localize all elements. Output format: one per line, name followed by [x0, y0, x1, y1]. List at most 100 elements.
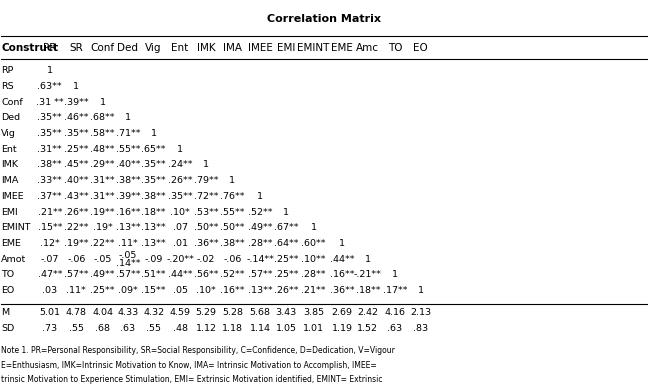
Text: IMEE: IMEE [248, 43, 273, 53]
Text: .35**: .35** [141, 161, 166, 169]
Text: .49**: .49** [248, 223, 272, 232]
Text: Note 1. PR=Personal Responsibility, SR=Social Responsibility, C=Confidence, D=De: Note 1. PR=Personal Responsibility, SR=S… [1, 346, 395, 355]
Text: 2.69: 2.69 [332, 308, 353, 317]
Text: Amc: Amc [356, 43, 379, 53]
Text: SD: SD [1, 324, 15, 333]
Text: EMINT: EMINT [297, 43, 330, 53]
Text: .28**: .28** [301, 270, 326, 280]
Text: .38**: .38** [220, 239, 245, 248]
Text: 1.05: 1.05 [275, 324, 296, 333]
Text: .24**: .24** [168, 161, 192, 169]
Text: 4.59: 4.59 [170, 308, 191, 317]
Text: .11*: .11* [66, 286, 86, 295]
Text: -.02: -.02 [197, 255, 215, 264]
Text: Vig: Vig [1, 129, 16, 138]
Text: .03: .03 [42, 286, 57, 295]
Text: .10*: .10* [196, 286, 216, 295]
Text: 4.33: 4.33 [117, 308, 139, 317]
Text: IMA: IMA [223, 43, 242, 53]
Text: EMI: EMI [277, 43, 295, 53]
Text: RS: RS [1, 82, 14, 91]
Text: 1: 1 [73, 82, 79, 91]
Text: .31**: .31** [38, 145, 62, 154]
Text: -.14**: -.14** [246, 255, 274, 264]
Text: EO: EO [1, 286, 15, 295]
Text: .13**: .13** [141, 239, 166, 248]
Text: .26**: .26** [273, 286, 298, 295]
Text: 1: 1 [100, 98, 106, 107]
Text: .19**: .19** [64, 239, 89, 248]
Text: Conf: Conf [91, 43, 115, 53]
Text: Vig: Vig [145, 43, 162, 53]
Text: 1: 1 [125, 113, 131, 122]
Text: .11*: .11* [118, 239, 138, 248]
Text: -.05: -.05 [119, 251, 137, 260]
Text: .38**: .38** [38, 161, 62, 169]
Text: -.06: -.06 [67, 255, 86, 264]
Text: RP: RP [1, 66, 14, 75]
Text: .29**: .29** [91, 161, 115, 169]
Text: 3.43: 3.43 [275, 308, 297, 317]
Text: 5.29: 5.29 [196, 308, 216, 317]
Text: .73: .73 [42, 324, 57, 333]
Text: .39**: .39** [115, 192, 140, 201]
Text: .15**: .15** [38, 223, 62, 232]
Text: -.06: -.06 [223, 255, 242, 264]
Text: .21**: .21** [301, 286, 326, 295]
Text: .68: .68 [95, 324, 110, 333]
Text: .13**: .13** [115, 223, 140, 232]
Text: IMA: IMA [1, 176, 19, 185]
Text: 1: 1 [418, 286, 424, 295]
Text: 1: 1 [339, 239, 345, 248]
Text: .01: .01 [172, 239, 188, 248]
Text: .45**: .45** [64, 161, 89, 169]
Text: 1: 1 [310, 223, 317, 232]
Text: .50**: .50** [220, 223, 245, 232]
Text: .52**: .52** [220, 270, 245, 280]
Text: .12*: .12* [40, 239, 60, 248]
Text: 4.16: 4.16 [384, 308, 406, 317]
Text: .57**: .57** [64, 270, 89, 280]
Text: .35**: .35** [141, 176, 166, 185]
Text: .63: .63 [388, 324, 402, 333]
Text: .35**: .35** [168, 192, 192, 201]
Text: .58**: .58** [91, 129, 115, 138]
Text: TO: TO [1, 270, 14, 280]
Text: 5.68: 5.68 [249, 308, 271, 317]
Text: .47**: .47** [38, 270, 62, 280]
Text: 1: 1 [365, 255, 371, 264]
Text: .28**: .28** [248, 239, 272, 248]
Text: .21**: .21** [38, 208, 62, 217]
Text: 1: 1 [47, 66, 52, 75]
Text: 1.52: 1.52 [358, 324, 378, 333]
Text: .48: .48 [172, 324, 188, 333]
Text: SR: SR [69, 43, 83, 53]
Text: .25**: .25** [273, 270, 298, 280]
Text: .65**: .65** [141, 145, 166, 154]
Text: Amot: Amot [1, 255, 27, 264]
Text: Construct: Construct [1, 43, 58, 53]
Text: .38**: .38** [115, 176, 140, 185]
Text: .53**: .53** [194, 208, 218, 217]
Text: .44**: .44** [168, 270, 192, 280]
Text: 5.28: 5.28 [222, 308, 243, 317]
Text: .16**: .16** [115, 208, 140, 217]
Text: Correlation Matrix: Correlation Matrix [267, 14, 381, 24]
Text: E=Enthusiasm, IMK=Intrinsic Motivation to Know, IMA= Intrinsic Motivation to Acc: E=Enthusiasm, IMK=Intrinsic Motivation t… [1, 361, 377, 370]
Text: .38**: .38** [141, 192, 166, 201]
Text: 5.01: 5.01 [40, 308, 60, 317]
Text: .31 **: .31 ** [36, 98, 64, 107]
Text: 4.32: 4.32 [143, 308, 164, 317]
Text: .40**: .40** [115, 161, 140, 169]
Text: 1.19: 1.19 [332, 324, 353, 333]
Text: .35**: .35** [38, 113, 62, 122]
Text: .18**: .18** [356, 286, 380, 295]
Text: IMK: IMK [1, 161, 18, 169]
Text: .22**: .22** [91, 239, 115, 248]
Text: 4.04: 4.04 [92, 308, 113, 317]
Text: .35**: .35** [38, 129, 62, 138]
Text: .10**: .10** [301, 255, 326, 264]
Text: .13**: .13** [248, 286, 272, 295]
Text: .72**: .72** [194, 192, 218, 201]
Text: .48**: .48** [91, 145, 115, 154]
